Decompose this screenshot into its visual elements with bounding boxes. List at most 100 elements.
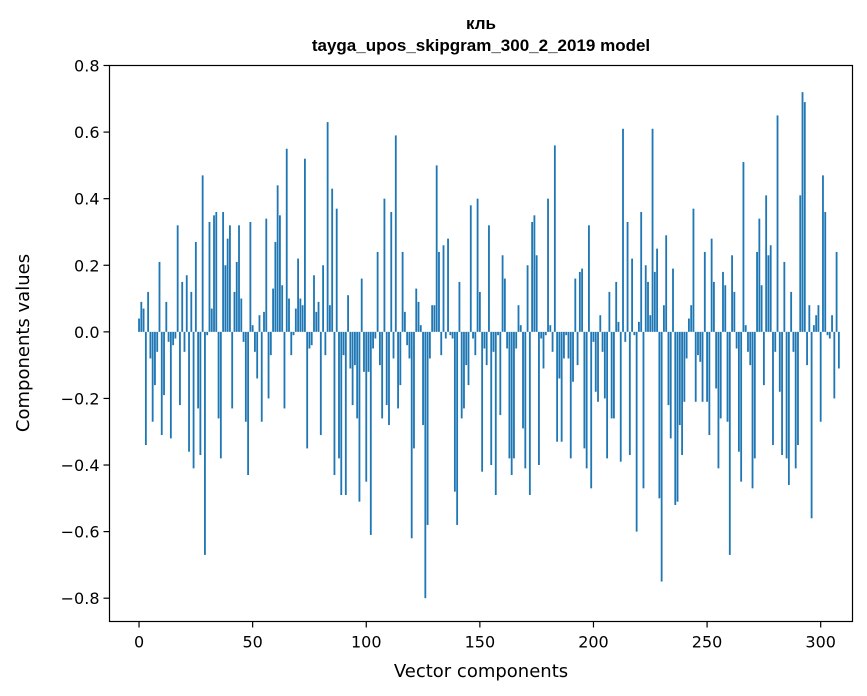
x-tick-label: 300 (805, 633, 836, 652)
bar-52 (256, 331, 259, 379)
bar-139 (453, 331, 456, 492)
bar-154 (488, 225, 490, 332)
bar-26 (197, 331, 200, 409)
bar-151 (481, 331, 484, 472)
bar-229 (658, 331, 661, 499)
bar-195 (581, 268, 584, 332)
bar-6 (151, 331, 154, 422)
bar-82 (324, 331, 327, 356)
bar-157 (494, 331, 497, 495)
bar-155 (490, 331, 493, 466)
bar-198 (588, 225, 590, 332)
bar-275 (762, 331, 765, 386)
bar-144 (465, 331, 468, 366)
bar-11 (163, 331, 165, 396)
bar-90 (342, 331, 345, 356)
bar-2 (142, 308, 145, 332)
bar-95 (353, 331, 356, 366)
bar-162 (506, 331, 509, 349)
bar-245 (694, 331, 697, 402)
bar-226 (651, 128, 654, 332)
y-tick-label: −0.6 (61, 523, 100, 542)
bar-258 (724, 285, 727, 332)
bar-140 (456, 331, 459, 525)
bar-3 (144, 331, 147, 446)
bar-243 (690, 305, 693, 332)
bar-204 (601, 331, 604, 352)
bar-73 (304, 158, 306, 332)
bar-255 (717, 331, 720, 469)
bar-148 (474, 331, 477, 356)
bar-182 (551, 331, 554, 352)
bar-98 (360, 278, 363, 332)
bar-285 (785, 331, 788, 459)
bar-165 (513, 331, 515, 459)
bar-57 (267, 331, 270, 399)
bar-288 (792, 331, 795, 352)
bar-304 (828, 331, 831, 339)
bar-167 (517, 305, 520, 332)
bar-299 (817, 305, 820, 332)
x-tick-label: 250 (692, 633, 723, 652)
bar-25 (194, 241, 197, 332)
bar-20 (183, 331, 186, 352)
bar-107 (381, 331, 384, 419)
bar-48 (247, 331, 250, 476)
bar-178 (542, 331, 545, 369)
plot-frame (108, 64, 854, 623)
bar-186 (560, 331, 563, 442)
bar-76 (310, 331, 313, 346)
bar-194 (578, 271, 581, 332)
bar-187 (563, 331, 565, 359)
bar-188 (565, 331, 568, 336)
bar-213 (622, 128, 624, 332)
y-tick-label: 0.6 (74, 123, 99, 142)
bar-87 (335, 208, 338, 332)
bar-84 (328, 305, 331, 332)
bar-96 (356, 331, 359, 419)
bar-208 (610, 331, 613, 419)
bar-24 (192, 331, 195, 469)
bar-53 (258, 315, 261, 332)
bar-33 (213, 215, 215, 332)
bar-86 (333, 331, 336, 476)
bar-38 (224, 265, 227, 332)
bar-191 (572, 331, 574, 382)
bar-307 (835, 251, 838, 332)
bar-131 (435, 165, 438, 332)
bar-64 (283, 331, 286, 409)
chart-titles: кль tayga_upos_skipgram_300_2_2019 model (312, 14, 650, 55)
bar-146 (469, 205, 472, 332)
bar-291 (799, 195, 802, 332)
bar-174 (533, 215, 536, 332)
bar-212 (619, 331, 622, 462)
bar-161 (503, 278, 506, 332)
bar-111 (390, 211, 393, 332)
bar-176 (538, 331, 540, 466)
bar-133 (440, 331, 443, 356)
chart-title: кль (466, 14, 496, 33)
bar-14 (169, 331, 172, 439)
bar-173 (531, 221, 534, 332)
bar-175 (535, 255, 538, 332)
bar-278 (769, 245, 772, 332)
bar-306 (833, 331, 836, 399)
bar-135 (444, 331, 447, 339)
bar-123 (417, 301, 420, 332)
bar-147 (472, 331, 474, 339)
bar-35 (217, 331, 220, 419)
bar-199 (590, 331, 593, 489)
bar-241 (685, 331, 688, 359)
bar-142 (460, 331, 463, 419)
bar-272 (756, 251, 758, 332)
bar-99 (363, 331, 365, 372)
bar-17 (176, 225, 179, 332)
bar-282 (778, 331, 781, 392)
bar-68 (292, 331, 295, 336)
bar-220 (638, 321, 640, 332)
bars-group (138, 92, 840, 599)
bar-121 (413, 331, 415, 449)
bar-91 (344, 331, 347, 495)
bar-105 (376, 251, 379, 332)
bar-74 (306, 331, 309, 449)
